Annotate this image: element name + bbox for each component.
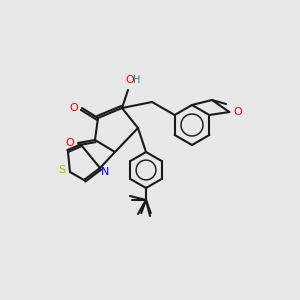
Text: O: O [233,107,242,117]
Text: O: O [70,103,78,113]
Text: N: N [101,167,109,177]
Text: O: O [126,75,134,85]
Text: O: O [66,138,74,148]
Text: S: S [58,165,66,175]
Text: H: H [133,75,141,85]
